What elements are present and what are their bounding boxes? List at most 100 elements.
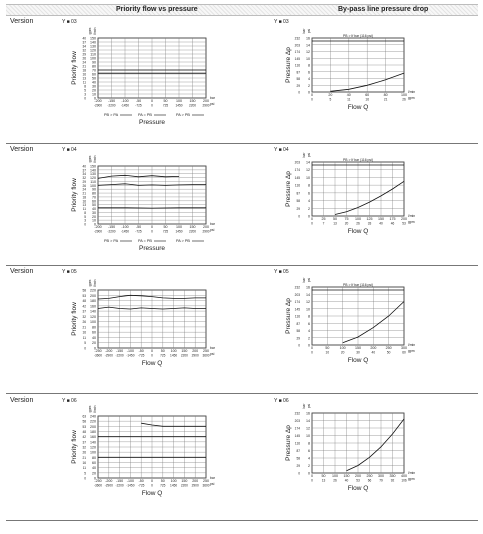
y-tick-label-alt: 0	[84, 477, 86, 481]
y-tick-label: 8	[308, 64, 310, 68]
version-code: Y ■ 05	[274, 269, 289, 275]
version-code: Y ■ 04	[62, 147, 77, 153]
y-tick-label-alt: 5	[84, 215, 86, 219]
y-tick-label: 110	[90, 53, 96, 57]
x-tick-label: 25	[322, 217, 326, 221]
y-unit-label: l/min	[93, 27, 97, 34]
x-tick-label-alt: 20	[345, 222, 349, 226]
y-tick-label: 120	[90, 315, 96, 319]
x-unit-label: gpm	[408, 349, 415, 353]
y-tick-label-alt: 174	[295, 168, 301, 172]
y-unit-label: gpm	[88, 28, 92, 35]
x-tick-label-alt: -2900	[94, 230, 102, 234]
y-tick-label: 14	[306, 43, 310, 47]
y-tick-label: 8	[308, 442, 310, 446]
y-tick-label: 100	[90, 57, 96, 61]
y-tick-label-alt: 3	[84, 93, 86, 97]
x-tick-label: 50	[325, 346, 329, 350]
legend-label: PA > PB	[176, 113, 190, 117]
y-tick-label-alt: 13	[82, 203, 86, 207]
y-tick-label-alt: 29	[296, 336, 300, 340]
y-tick-label: 30	[92, 211, 96, 215]
column-title-priority-flow: Priority flow vs pressure	[116, 6, 198, 13]
x-tick-label: 50	[164, 225, 168, 229]
y-axis-title: Priority flow	[71, 302, 78, 336]
x-tick-label-alt: 0	[311, 222, 313, 226]
x-unit-label: l/min	[408, 343, 415, 347]
y-tick-label: 80	[92, 325, 96, 329]
y-tick-label-alt: 26	[82, 57, 86, 61]
y-tick-label-alt: 58	[82, 420, 86, 424]
series-line	[97, 294, 206, 300]
y-tick-label-alt: 11	[83, 81, 87, 85]
x-tick-label-alt: 11	[347, 98, 351, 102]
row-divider	[6, 265, 478, 266]
x-tick-label-alt: -1450	[121, 104, 129, 108]
x-tick-label: 200	[192, 479, 198, 483]
row-divider	[6, 393, 478, 394]
x-unit-label: gpm	[408, 220, 415, 224]
y-tick-label: 2	[308, 336, 310, 340]
x-tick-label: 200	[192, 349, 198, 353]
x-tick-label: 150	[190, 99, 196, 103]
y-tick-label-alt: 21	[82, 325, 86, 329]
y-tick-label: 10	[92, 219, 96, 223]
y-tick-label: 6	[308, 322, 310, 326]
x-tick-label-alt: 40	[345, 479, 349, 483]
y-tick-label-alt: 16	[82, 461, 86, 465]
x-tick-label: -50	[139, 349, 144, 353]
legend-label: PB > PA	[104, 239, 119, 243]
y-tick-label-alt: 58	[296, 329, 300, 333]
x-tick-label: 0	[311, 217, 313, 221]
x-tick-label-alt: 13	[333, 222, 337, 226]
x-tick-label-alt: 2200	[189, 230, 196, 234]
x-tick-label: 0	[151, 99, 153, 103]
version-label: Version	[10, 18, 34, 25]
y-tick-label: 16	[306, 286, 310, 290]
version-code: Y ■ 06	[274, 398, 289, 404]
x-tick-label: -250	[94, 479, 101, 483]
y-tick-label: 60	[92, 461, 96, 465]
y-tick-label-alt: 5	[84, 341, 86, 345]
y-tick-label-alt: 58	[82, 289, 86, 293]
x-tick-label: -200	[94, 99, 101, 103]
y-tick-label: 14	[306, 419, 310, 423]
y-tick-label: 100	[90, 184, 96, 188]
x-tick-label-alt: -2900	[94, 104, 102, 108]
x-tick-label: -200	[105, 349, 112, 353]
y-tick-label-alt: 37	[82, 41, 86, 45]
version-label: Version	[10, 397, 34, 404]
x-tick-label-alt: 725	[163, 104, 169, 108]
y-tick-label-alt: 40	[82, 37, 86, 41]
x-axis-title: Flow Q	[348, 485, 369, 492]
y-tick-label: 12	[306, 427, 310, 431]
y-tick-label-alt: 232	[295, 412, 301, 416]
y-tick-label-alt: 40	[82, 165, 86, 169]
y-tick-label-alt: 232	[295, 286, 301, 290]
y-tick-label-alt: 34	[82, 172, 86, 176]
x-tick-label-alt: 1450	[175, 230, 182, 234]
y-tick-label-alt: 21	[82, 65, 86, 69]
y-tick-label-alt: 0	[298, 472, 300, 476]
y-tick-label: 2	[308, 84, 310, 88]
x-tick-label-alt: 5	[330, 98, 332, 102]
y-tick-label-alt: 63	[82, 415, 86, 419]
y-tick-label: 50	[92, 203, 96, 207]
legend-label: PA = PB	[138, 239, 152, 243]
x-tick-label-alt: -725	[138, 354, 145, 358]
x-tick-label: 250	[367, 474, 373, 478]
x-tick-label-alt: -1450	[121, 230, 129, 234]
y-tick-label-alt: 29	[82, 53, 86, 57]
x-axis-title: Flow Q	[142, 360, 163, 367]
x-tick-label: 200	[355, 474, 361, 478]
x-tick-label: -150	[116, 479, 123, 483]
x-tick-label-alt: -725	[138, 484, 145, 488]
y-tick-label-alt: 0	[84, 347, 86, 351]
y-tick-label: 6	[308, 191, 310, 195]
x-tick-label: -50	[136, 99, 141, 103]
x-unit-label: psi	[210, 352, 215, 356]
y-tick-label: 60	[92, 199, 96, 203]
y-tick-label: 4	[308, 199, 310, 203]
x-tick-label: 20	[328, 93, 332, 97]
x-tick-label: -200	[94, 225, 101, 229]
